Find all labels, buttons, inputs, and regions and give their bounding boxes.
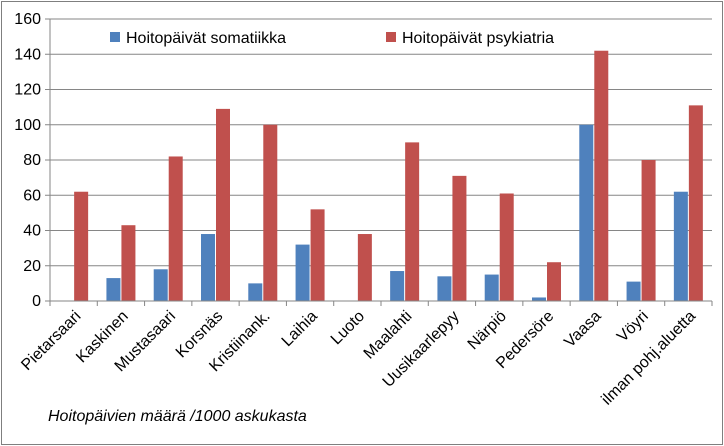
y-tick-label: 140 (14, 46, 41, 63)
y-tick-label: 0 (32, 293, 41, 310)
bar-somatiikka-1 (106, 278, 121, 301)
bar-somatiikka-2 (153, 269, 168, 301)
x-tick-label: Pietarsaari (18, 308, 84, 374)
bar-psykiatria-8 (452, 175, 467, 301)
x-tick-label: Vaasa (561, 308, 604, 351)
legend-swatch-0 (110, 32, 120, 42)
bar-somatiikka-4 (248, 283, 263, 301)
legend-label-0: Hoitopäivät somatiikka (126, 30, 286, 47)
x-tick-label: Luoto (328, 308, 368, 348)
y-tick-label: 60 (23, 187, 41, 204)
bars (74, 50, 703, 301)
bar-somatiikka-11 (579, 124, 594, 301)
bar-somatiikka-3 (201, 234, 215, 301)
bar-psykiatria-9 (499, 193, 514, 301)
x-tick-labels: PietarsaariKaskinenMustasaariKorsnäsKris… (18, 308, 699, 409)
bar-psykiatria-5 (310, 209, 325, 301)
axes (49, 19, 713, 306)
y-tick-label: 80 (23, 152, 41, 169)
bar-psykiatria-12 (641, 160, 656, 301)
bar-somatiikka-7 (390, 271, 405, 301)
bar-psykiatria-4 (263, 124, 278, 301)
y-tick-label: 20 (23, 258, 41, 275)
bar-somatiikka-10 (532, 297, 546, 301)
bar-psykiatria-0 (74, 191, 89, 301)
y-tick-label: 40 (23, 223, 41, 240)
bar-psykiatria-3 (216, 108, 230, 301)
y-tick-label: 100 (14, 117, 41, 134)
chart-footnote: Hoitopäivien määrä /1000 askukasta (48, 408, 307, 425)
legend-label-1: Hoitopäivät psykiatria (402, 30, 554, 47)
bar-psykiatria-11 (594, 50, 609, 301)
legend-swatch-1 (386, 32, 396, 42)
x-tick-label: Laihia (279, 308, 321, 350)
bar-psykiatria-2 (168, 156, 183, 301)
bar-psykiatria-10 (547, 262, 561, 301)
bar-psykiatria-6 (357, 234, 372, 301)
x-tick-label: Vöyri (614, 308, 652, 346)
bar-psykiatria-1 (121, 225, 136, 301)
y-tick-label: 160 (14, 11, 41, 28)
bar-somatiikka-9 (484, 274, 499, 301)
bar-psykiatria-13 (688, 105, 703, 301)
legend: Hoitopäivät somatiikka Hoitopäivät psykia… (110, 30, 554, 47)
x-tick-label: Närpiö (465, 308, 510, 353)
bar-somatiikka-12 (626, 281, 641, 301)
y-tick-label: 120 (14, 82, 41, 99)
bar-somatiikka-13 (673, 191, 688, 301)
bar-somatiikka-8 (437, 276, 452, 301)
y-tick-labels: 0 20 40 60 80 100 120 140 160 (14, 11, 41, 310)
bar-psykiatria-7 (405, 142, 420, 301)
bar-somatiikka-5 (295, 244, 310, 301)
gridlines (45, 18, 712, 302)
